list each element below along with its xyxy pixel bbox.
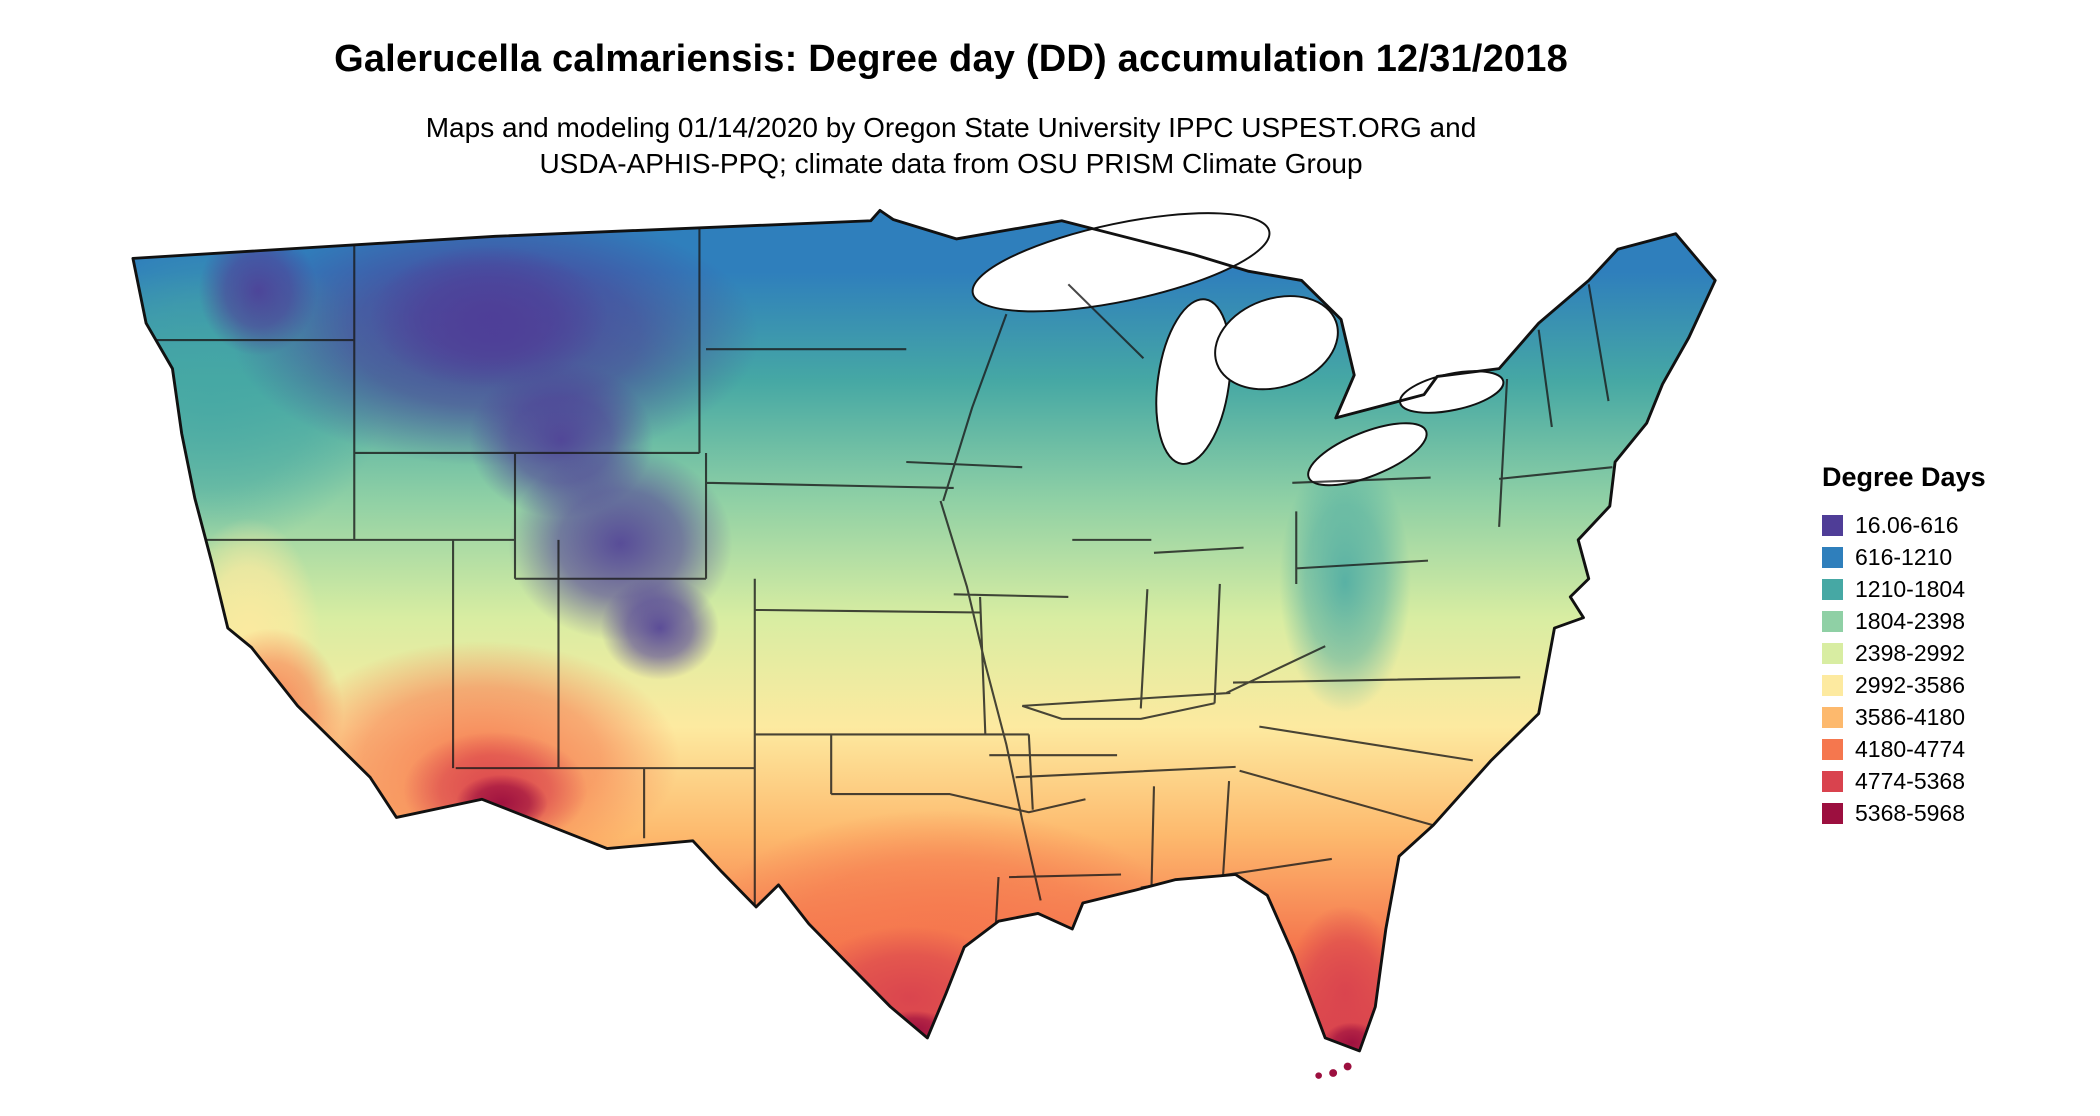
legend-swatch	[1822, 738, 1843, 760]
legend-label: 616-1210	[1855, 543, 1953, 570]
legend-entry: 4180-4774	[1822, 733, 2072, 765]
legend-label: 4180-4774	[1855, 735, 1965, 762]
legend-label: 2992-3586	[1855, 671, 1965, 698]
legend-entry: 2992-3586	[1822, 669, 2072, 701]
lake-huron-shape	[1214, 295, 1339, 391]
legend-swatch	[1822, 674, 1843, 696]
page-title: Galerucella calmariensis: Degree day (DD…	[334, 38, 1568, 80]
legend-entry: 4774-5368	[1822, 765, 2072, 797]
lake-erie-shape	[1307, 422, 1428, 487]
legend-swatch	[1822, 610, 1843, 632]
legend-swatch	[1822, 642, 1843, 664]
legend-label: 2398-2992	[1855, 639, 1965, 666]
legend-entry: 16.06-616	[1822, 509, 2072, 541]
legend-swatch	[1822, 546, 1843, 568]
great-lakes	[971, 212, 1505, 487]
lake-michigan-shape	[1155, 298, 1232, 465]
legend-label: 1210-1804	[1855, 575, 1965, 602]
legend-swatch	[1822, 514, 1843, 536]
legend-label: 5368-5968	[1855, 799, 1965, 826]
legend-label: 4774-5368	[1855, 767, 1965, 794]
us-outline	[131, 208, 1717, 1053]
legend-entry: 5368-5968	[1822, 797, 2072, 829]
florida-keys	[1315, 1062, 1352, 1079]
legend-swatch	[1822, 802, 1843, 824]
legend-entry: 1804-2398	[1822, 605, 2072, 637]
map-raster	[132, 210, 1716, 1051]
us-map	[100, 200, 1760, 1108]
legend-label: 1804-2398	[1855, 607, 1965, 634]
legend-swatch	[1822, 578, 1843, 600]
legend-swatch	[1822, 770, 1843, 792]
legend-entry: 1210-1804	[1822, 573, 2072, 605]
subtitle-line-2: USDA-APHIS-PPQ; climate data from OSU PR…	[539, 148, 1363, 179]
legend-label: 16.06-616	[1855, 511, 1959, 538]
legend-entry: 2398-2992	[1822, 637, 2072, 669]
legend-label: 3586-4180	[1855, 703, 1965, 730]
legend-title: Degree Days	[1822, 462, 1986, 492]
legend-entry: 616-1210	[1822, 541, 2072, 573]
legend-entry: 3586-4180	[1822, 701, 2072, 733]
lake-superior-shape	[971, 212, 1271, 313]
us-map-svg	[131, 208, 1717, 1079]
legend: Degree Days 16.06-616 616-1210 1210-1804 18…	[1822, 462, 2072, 829]
state-borders	[132, 223, 1613, 927]
subtitle-line-1: Maps and modeling 01/14/2020 by Oregon S…	[425, 112, 1477, 143]
legend-swatch	[1822, 706, 1843, 728]
legend-entries: 16.06-616 616-1210 1210-1804 1804-2398 2398-…	[1822, 509, 2072, 829]
